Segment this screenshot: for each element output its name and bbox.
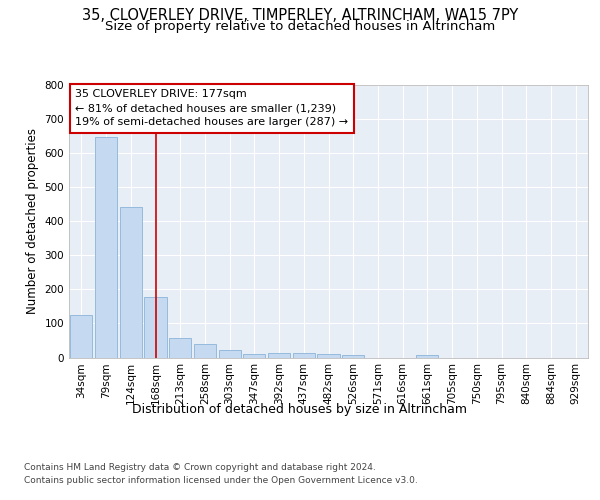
Bar (218, 350, 241, 358)
Bar (416, 355, 439, 358)
Text: Distribution of detached houses by size in Altrincham: Distribution of detached houses by size … (133, 402, 467, 415)
Text: Contains HM Land Registry data © Crown copyright and database right 2024.
Contai: Contains HM Land Registry data © Crown c… (24, 462, 418, 484)
Bar (342, 356, 364, 358)
Bar (145, 296, 167, 358)
Bar (243, 354, 265, 358)
Text: Size of property relative to detached houses in Altrincham: Size of property relative to detached ho… (105, 20, 495, 33)
Bar (169, 338, 191, 357)
Bar (70, 316, 92, 358)
Bar (317, 354, 340, 358)
Text: 35 CLOVERLEY DRIVE: 177sqm
← 81% of detached houses are smaller (1,239)
19% of s: 35 CLOVERLEY DRIVE: 177sqm ← 81% of deta… (75, 89, 349, 127)
Bar (293, 354, 315, 358)
Bar (268, 352, 290, 358)
Bar (119, 207, 142, 358)
Bar (194, 344, 216, 358)
Text: 35, CLOVERLEY DRIVE, TIMPERLEY, ALTRINCHAM, WA15 7PY: 35, CLOVERLEY DRIVE, TIMPERLEY, ALTRINCH… (82, 8, 518, 22)
Bar (95, 137, 117, 358)
Y-axis label: Number of detached properties: Number of detached properties (26, 128, 39, 314)
